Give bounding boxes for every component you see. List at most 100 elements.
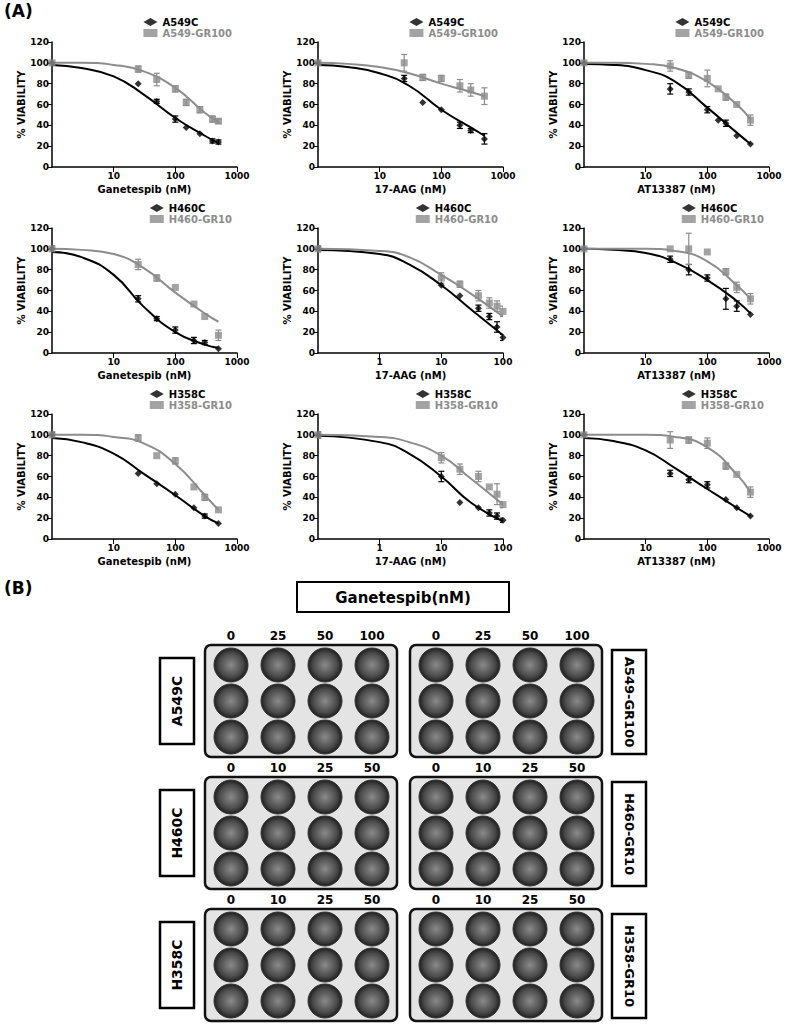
svg-text:10: 10: [475, 761, 492, 775]
svg-text:120: 120: [296, 37, 315, 47]
svg-text:120: 120: [562, 223, 581, 233]
svg-text:% VIABILITY: % VIABILITY: [548, 70, 559, 139]
svg-text:Ganetespib (nM): Ganetespib (nM): [98, 184, 192, 195]
svg-text:10: 10: [107, 357, 120, 367]
svg-text:60: 60: [36, 472, 49, 482]
svg-text:120: 120: [562, 409, 581, 419]
svg-text:10: 10: [270, 761, 287, 775]
svg-text:60: 60: [302, 286, 315, 296]
svg-text:80: 80: [302, 451, 315, 461]
svg-text:100: 100: [562, 430, 581, 440]
svg-text:120: 120: [30, 409, 49, 419]
svg-text:80: 80: [568, 79, 581, 89]
svg-text:20: 20: [568, 327, 581, 337]
svg-text:10: 10: [435, 543, 448, 553]
svg-text:40: 40: [568, 306, 581, 316]
svg-text:0: 0: [432, 629, 440, 643]
svg-text:1000: 1000: [756, 171, 781, 181]
svg-text:25: 25: [317, 761, 334, 775]
svg-text:80: 80: [36, 79, 49, 89]
svg-text:20: 20: [302, 141, 315, 151]
svg-text:25: 25: [475, 629, 492, 643]
svg-text:% VIABILITY: % VIABILITY: [548, 256, 559, 325]
svg-text:100: 100: [296, 244, 315, 254]
svg-text:H460C: H460C: [169, 203, 206, 214]
svg-text:40: 40: [36, 306, 49, 316]
svg-text:20: 20: [302, 327, 315, 337]
svg-text:40: 40: [302, 306, 315, 316]
svg-text:H358-GR10: H358-GR10: [169, 400, 232, 411]
svg-text:100: 100: [562, 58, 581, 68]
svg-text:100: 100: [494, 543, 513, 553]
svg-text:H460-GR10: H460-GR10: [169, 214, 232, 225]
svg-text:100: 100: [30, 430, 49, 440]
svg-text:20: 20: [36, 513, 49, 523]
svg-text:0: 0: [227, 761, 235, 775]
svg-text:AT13387 (nM): AT13387 (nM): [637, 370, 715, 381]
svg-text:100: 100: [30, 244, 49, 254]
svg-text:% VIABILITY: % VIABILITY: [282, 256, 293, 325]
svg-text:17-AAG (nM): 17-AAG (nM): [375, 370, 446, 381]
svg-text:60: 60: [302, 100, 315, 110]
svg-text:120: 120: [562, 37, 581, 47]
svg-text:0: 0: [575, 348, 581, 358]
svg-text:80: 80: [36, 451, 49, 461]
svg-text:H460-GR10: H460-GR10: [622, 793, 637, 875]
svg-text:H460C: H460C: [701, 203, 738, 214]
svg-text:20: 20: [568, 141, 581, 151]
svg-text:120: 120: [30, 37, 49, 47]
svg-text:AT13387 (nM): AT13387 (nM): [637, 184, 715, 195]
svg-text:1000: 1000: [224, 543, 249, 553]
svg-text:0: 0: [43, 348, 49, 358]
svg-text:H460C: H460C: [169, 807, 185, 858]
svg-text:10: 10: [107, 543, 120, 553]
svg-text:A549C: A549C: [428, 17, 464, 28]
svg-text:1: 1: [377, 357, 383, 367]
svg-text:60: 60: [568, 100, 581, 110]
svg-text:80: 80: [302, 265, 315, 275]
svg-text:1: 1: [377, 543, 383, 553]
svg-text:Ganetespib (nM): Ganetespib (nM): [98, 370, 192, 381]
svg-text:H460C: H460C: [435, 203, 472, 214]
svg-text:50: 50: [364, 761, 381, 775]
svg-text:1000: 1000: [490, 171, 515, 181]
svg-text:50: 50: [569, 761, 586, 775]
svg-text:A549-GR100: A549-GR100: [694, 28, 764, 39]
svg-text:(A): (A): [4, 1, 33, 21]
svg-text:0: 0: [227, 893, 235, 907]
svg-text:60: 60: [302, 472, 315, 482]
svg-text:100: 100: [166, 543, 185, 553]
svg-text:A549-GR100: A549-GR100: [622, 657, 637, 747]
svg-text:% VIABILITY: % VIABILITY: [16, 70, 27, 139]
svg-text:10: 10: [373, 171, 386, 181]
svg-text:10: 10: [435, 357, 448, 367]
svg-text:60: 60: [36, 100, 49, 110]
svg-text:A549C: A549C: [162, 17, 198, 28]
svg-text:0: 0: [43, 534, 49, 544]
svg-text:40: 40: [302, 492, 315, 502]
svg-text:80: 80: [568, 451, 581, 461]
svg-text:0: 0: [43, 162, 49, 172]
svg-text:100: 100: [30, 58, 49, 68]
svg-text:20: 20: [302, 513, 315, 523]
svg-text:10: 10: [639, 357, 652, 367]
svg-text:100: 100: [166, 171, 185, 181]
svg-text:60: 60: [36, 286, 49, 296]
svg-text:% VIABILITY: % VIABILITY: [282, 442, 293, 511]
svg-text:H358C: H358C: [435, 389, 472, 400]
svg-text:100: 100: [166, 357, 185, 367]
svg-text:AT13387 (nM): AT13387 (nM): [637, 556, 715, 567]
svg-text:80: 80: [302, 79, 315, 89]
svg-text:H358C: H358C: [169, 389, 206, 400]
svg-text:40: 40: [568, 120, 581, 130]
svg-text:1000: 1000: [224, 171, 249, 181]
svg-text:10: 10: [639, 543, 652, 553]
svg-text:120: 120: [296, 409, 315, 419]
svg-text:100: 100: [564, 629, 589, 643]
svg-text:25: 25: [317, 893, 334, 907]
svg-text:50: 50: [364, 893, 381, 907]
svg-text:100: 100: [432, 171, 451, 181]
svg-text:1000: 1000: [224, 357, 249, 367]
svg-text:100: 100: [296, 430, 315, 440]
svg-text:H358C: H358C: [169, 939, 185, 990]
